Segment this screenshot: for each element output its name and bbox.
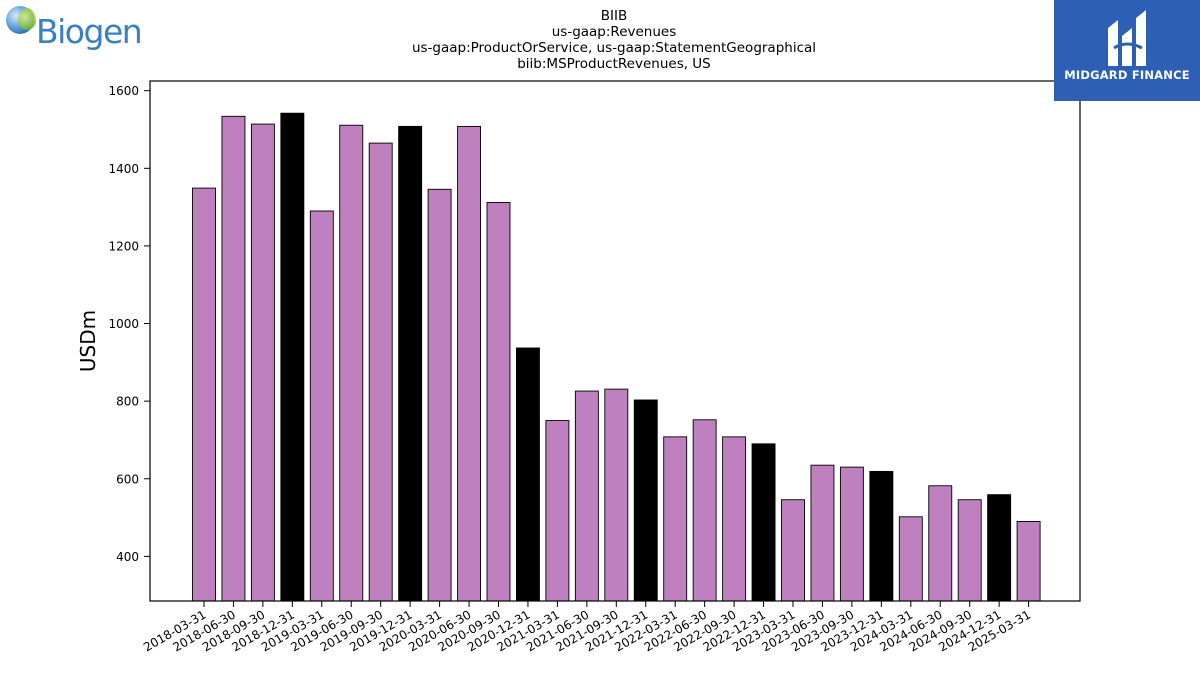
y-tick-label: 400 [116,550,139,564]
y-tick-label: 1600 [108,84,139,98]
title-line: BIIB [601,8,628,24]
y-tick-label: 600 [116,472,139,486]
midgard-wordmark: MIDGARD FINANCE [1064,68,1190,82]
y-tick-label: 1400 [108,162,139,176]
bar-2018-06-30 [221,115,246,602]
bar-2020-06-30 [457,125,481,602]
bar-2019-12-31 [398,125,423,602]
title-line: biib:MSProductRevenues, US [517,56,711,72]
y-axis: 400 600 800 1000 1200 1400 1600 [108,84,150,564]
biogen-wordmark: Biogen [36,12,143,51]
midgard-mark-icon [1108,10,1146,66]
bar-2024-12-31 [987,494,1012,602]
bar-2022-09-30 [722,436,747,602]
bar-2019-09-30 [368,142,393,602]
bar-2022-03-31 [663,436,688,602]
bar-2020-03-31 [427,188,452,602]
bar-2021-06-30 [574,390,599,602]
midgard-finance-logo: MIDGARD FINANCE [1054,0,1200,101]
bar-2023-03-31 [781,499,805,602]
bar-2024-03-31 [898,516,923,602]
y-tick-label: 1200 [108,239,139,253]
bar-2025-03-31 [1016,521,1041,602]
bar-2023-09-30 [839,466,864,602]
bar-2018-03-31 [192,187,216,602]
bar-2019-06-30 [339,124,364,602]
bar-2020-09-30 [486,202,511,602]
x-axis: 2018-03-312018-06-302018-09-302018-12-31… [141,601,1033,654]
plot-frame [149,80,1081,602]
bar-2019-03-31 [309,210,334,602]
bar-2020-12-31 [516,347,540,602]
y-tick-label: 1000 [108,317,139,331]
chart-title: BIIBus-gaap:Revenuesus-gaap:ProductOrSer… [412,8,816,72]
title-line: us-gaap:ProductOrService, us-gaap:Statem… [412,40,816,56]
title-line: us-gaap:Revenues [552,24,677,40]
leaf-icon [18,8,36,30]
bar-2024-06-30 [928,485,953,602]
bar-2021-09-30 [604,388,629,602]
bar-2018-12-31 [280,112,305,602]
bar-2023-06-30 [810,464,835,602]
bar-2023-12-31 [869,470,894,602]
bar-2024-09-30 [957,499,982,602]
bar-2021-12-31 [633,399,658,602]
y-tick-label: 800 [116,395,139,409]
y-axis-label: USDm [76,310,100,372]
bar-2021-03-31 [545,420,570,602]
bar-2022-06-30 [692,419,717,602]
bars [192,112,1041,602]
bar-2018-09-30 [250,123,275,602]
bar-2022-12-31 [751,443,776,602]
biogen-logo: Biogen [4,4,144,56]
